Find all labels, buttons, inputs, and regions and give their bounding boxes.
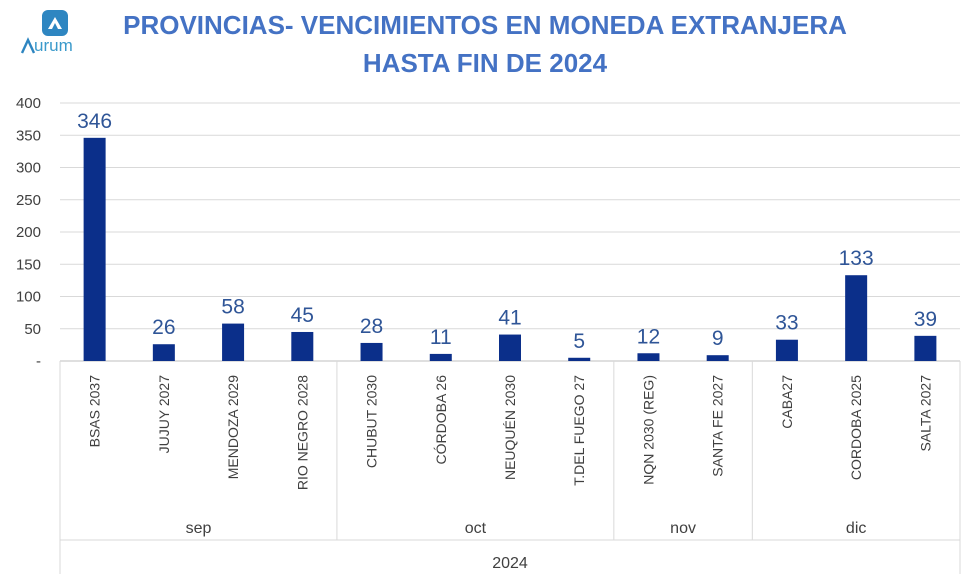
data-label: 41: [498, 307, 521, 330]
group-label: nov: [670, 520, 696, 537]
chart-title: PROVINCIAS- VENCIMIENTOS EN MONEDA EXTRA…: [0, 6, 970, 82]
bar: [222, 323, 245, 361]
data-label: 11: [430, 326, 452, 349]
aurum-logo: urum: [18, 8, 98, 60]
category-label: BSAS 2037: [87, 375, 103, 448]
category-label: SANTA FE 2027: [710, 375, 726, 477]
y-tick-label: 400: [16, 95, 41, 112]
data-label: 12: [637, 325, 660, 348]
bar: [775, 339, 798, 361]
bar: [152, 344, 175, 361]
bar: [83, 137, 106, 361]
category-label: T.DEL FUEGO 27: [571, 375, 587, 486]
chart-title-line-2: HASTA FIN DE 2024: [362, 48, 608, 78]
data-label: 26: [152, 316, 175, 339]
group-label: dic: [846, 520, 866, 537]
category-label: CORDOBA 2025: [848, 375, 864, 480]
bar: [499, 334, 521, 361]
y-tick-label: 200: [16, 224, 41, 241]
logo-text: urum: [34, 36, 73, 55]
data-label: 28: [360, 315, 383, 338]
category-label: JUJUY 2027: [156, 375, 172, 454]
bar: [914, 335, 937, 361]
category-label: SALTA 2027: [917, 375, 933, 452]
outer-group-label: 2024: [492, 555, 528, 572]
bar: [706, 355, 729, 361]
aurum-arrow-logo-icon: [20, 10, 68, 54]
category-label: RIO NEGRO 2028: [294, 375, 310, 490]
y-tick-label: 350: [16, 127, 41, 144]
data-label: 346: [77, 110, 112, 133]
data-label: 5: [573, 330, 585, 353]
category-label: NQN 2030 (REG): [640, 375, 656, 485]
bar: [291, 331, 314, 361]
data-label: 33: [775, 312, 798, 335]
category-label: CHUBUT 2030: [364, 375, 380, 468]
bar: [429, 353, 452, 361]
group-label: oct: [465, 520, 487, 537]
bar: [637, 353, 660, 361]
y-tick-label: 100: [16, 289, 41, 306]
category-label: CABA27: [779, 375, 795, 429]
y-tick-label: 250: [16, 192, 41, 209]
y-tick-label: 150: [16, 256, 41, 273]
category-label: NEUQUÉN 2030: [502, 375, 518, 480]
chart-title-line-1: PROVINCIAS- VENCIMIENTOS EN MONEDA EXTRA…: [123, 10, 847, 40]
category-label: CÓRDOBA 26: [433, 375, 449, 465]
data-label: 39: [914, 308, 937, 331]
bar: [845, 275, 868, 361]
bar: [568, 357, 591, 361]
y-tick-label: 300: [16, 160, 41, 177]
y-tick-label: 50: [24, 321, 41, 338]
data-label: 58: [221, 296, 244, 319]
data-label: 9: [712, 327, 724, 350]
data-label: 45: [291, 304, 314, 327]
group-label: sep: [186, 520, 212, 537]
bar: [360, 342, 383, 361]
y-tick-label: -: [36, 353, 41, 370]
data-label: 133: [839, 247, 874, 270]
category-label: MENDOZA 2029: [225, 375, 241, 479]
